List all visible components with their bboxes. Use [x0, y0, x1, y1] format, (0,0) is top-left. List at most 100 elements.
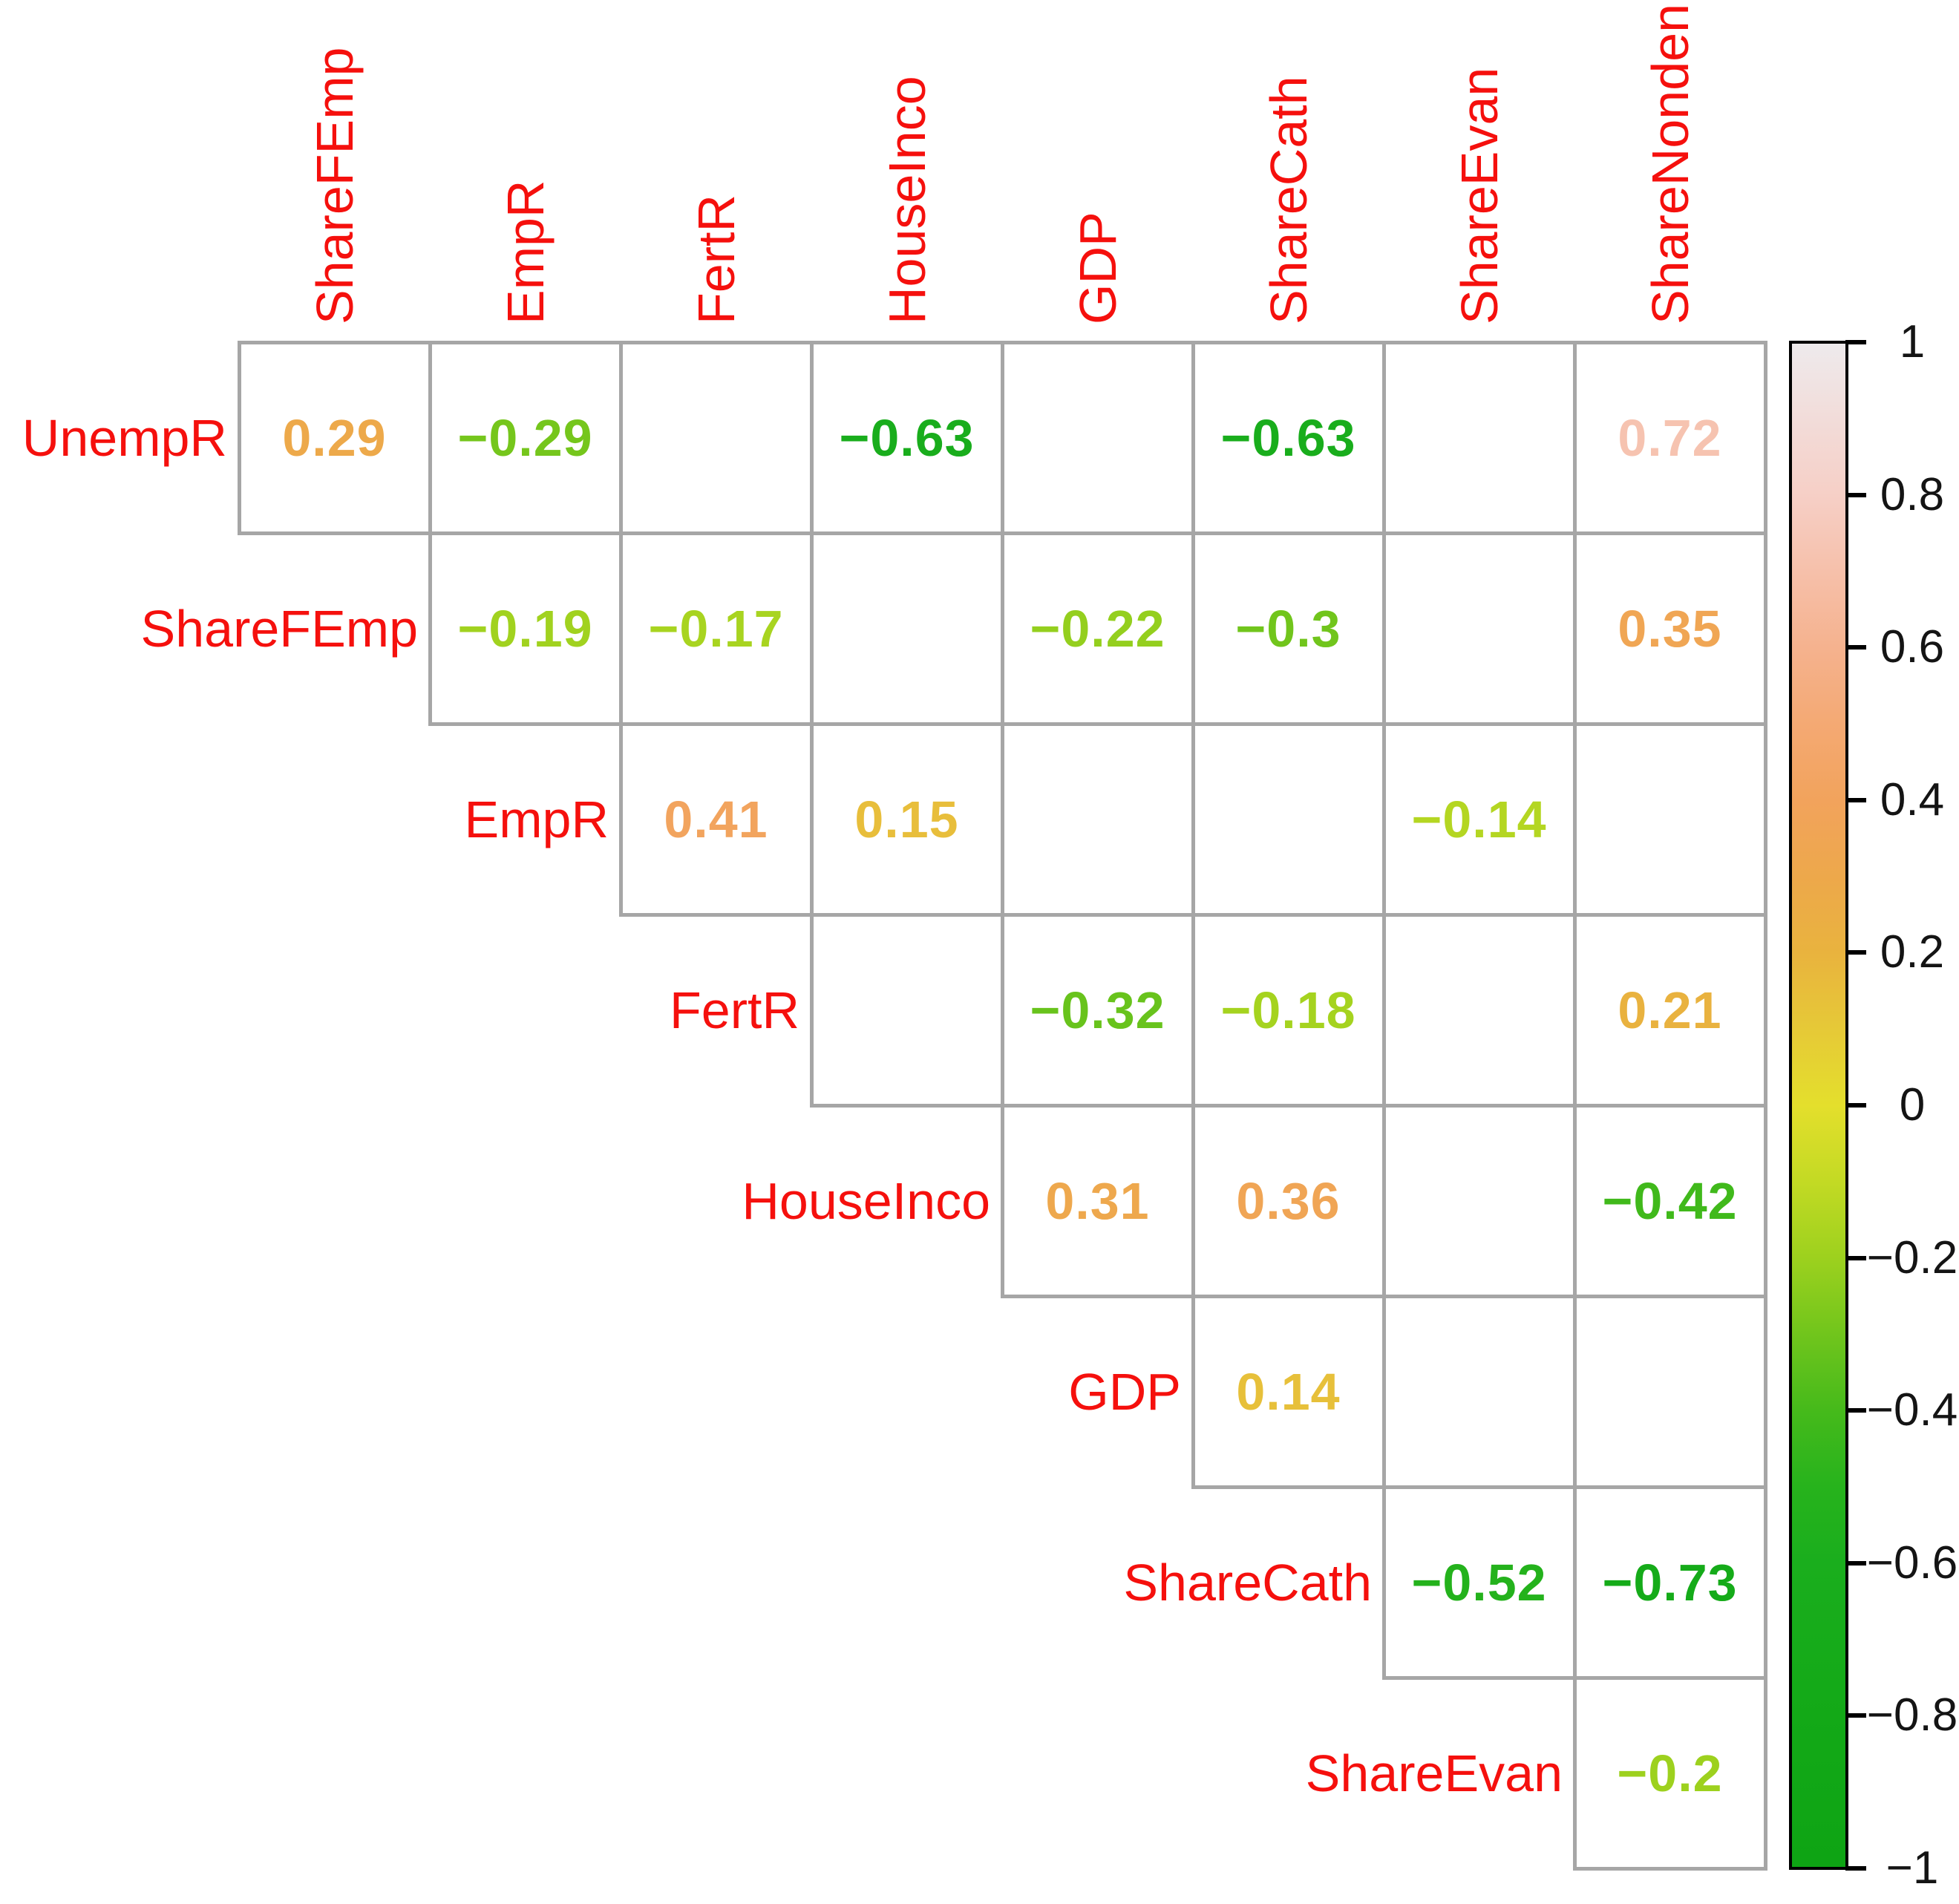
grid-separator [1381, 912, 1386, 1108]
corr-cell-UnempR-HouseInco: −0.63 [839, 408, 975, 467]
corr-cell-ShareCath-ShareNonden: −0.73 [1602, 1553, 1738, 1612]
column-label-HouseInco: HouseInco [877, 76, 936, 324]
column-label-FertR: FertR [687, 194, 745, 324]
colorbar-tick-label: −0.4 [1866, 1384, 1958, 1436]
grid-separator [1191, 1103, 1195, 1298]
row-label-HouseInco: HouseInco [742, 1171, 990, 1230]
colorbar-tick [1845, 1255, 1866, 1260]
corr-cell-UnempR-ShareNonden: 0.72 [1618, 408, 1722, 467]
colorbar-tick [1845, 645, 1866, 650]
corr-cell-EmpR-ShareEvan: −0.14 [1411, 790, 1547, 848]
colorbar-tick [1845, 797, 1866, 802]
colorbar-tick-label: −0.6 [1866, 1537, 1958, 1589]
corr-cell-EmpR-HouseInco: 0.15 [854, 790, 959, 848]
grid-separator [1572, 531, 1577, 726]
row-label-EmpR: EmpR [464, 790, 609, 848]
column-label-EmpR: EmpR [496, 180, 555, 324]
corr-cell-GDP-ShareNonden [1574, 1296, 1765, 1487]
corr-cell-HouseInco-ShareCath: 0.36 [1236, 1171, 1341, 1230]
corr-cell-UnempR-ShareCath: −0.63 [1220, 408, 1356, 467]
grid-row-outline [1572, 1675, 1767, 1871]
corr-cell-GDP-ShareCath: 0.14 [1236, 1362, 1341, 1421]
colorbar-tick [1845, 1408, 1866, 1413]
grid-separator [1572, 1294, 1577, 1489]
grid-separator [1572, 1103, 1577, 1298]
grid-separator [1572, 912, 1577, 1108]
row-label-ShareCath: ShareCath [1123, 1553, 1372, 1612]
colorbar [1789, 341, 1848, 1870]
corr-cell-ShareFEmp-FertR: −0.17 [648, 599, 784, 658]
colorbar-tick [1845, 340, 1866, 344]
corr-cell-EmpR-ShareCath [1193, 724, 1384, 915]
colorbar-tick-label: 0.4 [1880, 773, 1945, 825]
corr-cell-EmpR-FertR: 0.41 [664, 790, 768, 848]
colorbar-tick-label: −0.8 [1866, 1689, 1958, 1741]
grid-separator [1000, 912, 1004, 1108]
grid-separator [1381, 722, 1386, 917]
grid-separator [1381, 531, 1386, 726]
grid-separator [1191, 531, 1195, 726]
grid-separator [1381, 1294, 1386, 1489]
colorbar-tick [1845, 492, 1866, 497]
grid-separator [1191, 340, 1195, 535]
grid-separator [1572, 1485, 1577, 1680]
corr-cell-UnempR-FertR [621, 342, 811, 533]
row-label-UnempR: UnempR [22, 408, 227, 467]
colorbar-tick-label: 0.6 [1880, 621, 1945, 673]
corr-cell-UnempR-ShareFEmp: 0.29 [282, 408, 387, 467]
grid-separator [1191, 912, 1195, 1108]
corr-cell-HouseInco-GDP: 0.31 [1045, 1171, 1150, 1230]
corr-cell-ShareEvan-ShareNonden: −0.2 [1617, 1744, 1723, 1802]
grid-separator [809, 531, 814, 726]
grid-separator [1381, 340, 1386, 535]
corr-cell-UnempR-ShareEvan [1384, 342, 1574, 533]
colorbar-tick [1845, 1560, 1866, 1566]
grid-separator [1572, 340, 1577, 535]
colorbar-tick [1845, 1713, 1866, 1718]
grid-separator [428, 340, 432, 535]
grid-separator [1381, 1103, 1386, 1298]
colorbar-tick [1845, 1866, 1866, 1871]
corr-cell-ShareFEmp-EmpR: −0.19 [457, 599, 593, 658]
colorbar-tick [1845, 1103, 1866, 1108]
colorbar-tick-label: −1 [1886, 1842, 1939, 1894]
colorbar-tick-label: 0 [1899, 1079, 1926, 1131]
corr-cell-ShareCath-ShareEvan: −0.52 [1411, 1553, 1547, 1612]
column-label-ShareCath: ShareCath [1259, 76, 1318, 324]
corr-cell-EmpR-GDP [1002, 724, 1193, 915]
grid-separator [1191, 722, 1195, 917]
colorbar-tick-label: −0.2 [1866, 1231, 1958, 1283]
grid-separator [1000, 531, 1004, 726]
corr-cell-UnempR-EmpR: −0.29 [457, 408, 593, 467]
corr-cell-FertR-ShareEvan [1384, 915, 1574, 1105]
grid-separator [618, 531, 623, 726]
colorbar-tick-label: 1 [1899, 316, 1926, 367]
colorbar-tick [1845, 950, 1866, 955]
corr-cell-FertR-HouseInco [811, 915, 1002, 1105]
corr-cell-HouseInco-ShareEvan [1384, 1105, 1574, 1296]
column-label-ShareFEmp: ShareFEmp [305, 47, 364, 324]
corr-cell-FertR-GDP: −0.32 [1030, 981, 1165, 1039]
corr-cell-HouseInco-ShareNonden: −0.42 [1602, 1171, 1738, 1230]
column-label-ShareNonden: ShareNonden [1641, 4, 1699, 324]
column-label-ShareEvan: ShareEvan [1450, 67, 1508, 324]
grid-separator [1000, 722, 1004, 917]
grid-separator [809, 340, 814, 535]
grid-separator [1572, 722, 1577, 917]
colorbar-tick-label: 0.2 [1880, 926, 1945, 978]
colorbar-tick-label: 0.8 [1880, 468, 1945, 520]
row-label-FertR: FertR [670, 981, 799, 1039]
corr-cell-ShareFEmp-GDP: −0.22 [1030, 599, 1165, 658]
row-label-ShareEvan: ShareEvan [1305, 1744, 1563, 1802]
column-label-GDP: GDP [1068, 212, 1127, 324]
grid-separator [809, 722, 814, 917]
row-label-GDP: GDP [1068, 1362, 1181, 1421]
corr-cell-FertR-ShareNonden: 0.21 [1618, 981, 1722, 1039]
corr-cell-UnempR-GDP [1002, 342, 1193, 533]
row-label-ShareFEmp: ShareFEmp [140, 599, 418, 658]
corr-cell-FertR-ShareCath: −0.18 [1220, 981, 1356, 1039]
corr-cell-ShareFEmp-HouseInco [811, 533, 1002, 724]
corr-cell-ShareFEmp-ShareEvan [1384, 533, 1574, 724]
corr-cell-GDP-ShareEvan [1384, 1296, 1574, 1487]
